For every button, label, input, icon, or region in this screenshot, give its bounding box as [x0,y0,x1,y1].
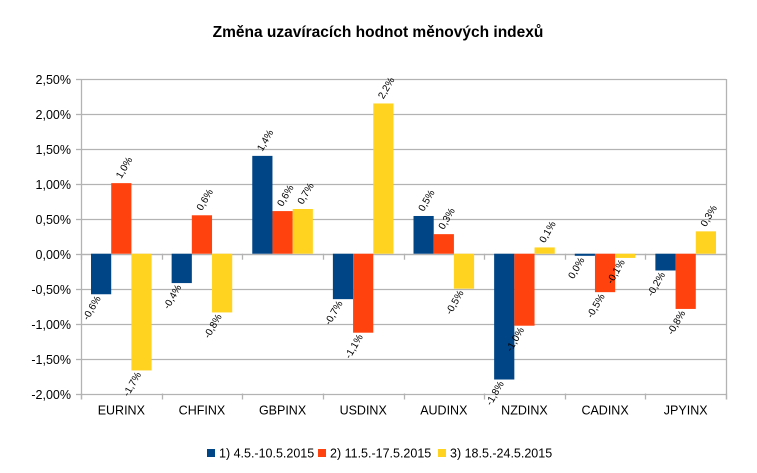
y-tick-label: 2,00% [36,108,71,122]
bar-eurinx-series-2 [111,183,132,254]
y-tick-label: 1,00% [36,178,71,192]
data-label: -0,5% [444,289,467,317]
bar-usdinx-series-3 [373,103,394,254]
bar-audinx-series-1 [413,215,434,254]
x-tick-label: USDINX [340,404,388,418]
y-tick-label: -2,00% [31,388,71,402]
x-tick-label: JPYINX [664,404,708,418]
bar-usdinx-series-2 [353,253,374,333]
chart-title: Změna uzavíracích hodnot měnových indexů [213,24,544,41]
bar-eurinx-series-1 [91,253,112,295]
data-label: -0,2% [645,270,668,298]
legend-swatch [318,449,326,457]
data-label: -0,4% [162,283,185,311]
data-label: 0,6% [195,187,216,212]
data-label: 0,1% [538,220,559,245]
bar-cadinx-series-2 [594,253,616,293]
legend-label: 2) 11.5.-17.5.2015 [330,447,431,461]
bar-gbpinx-series-2 [272,211,293,254]
data-label: 0,6% [276,183,297,208]
data-label: 0,0% [567,256,588,281]
legend: 1) 4.5.-10.5.2015 2) 11.5.-17.5.2015 3) 18… [207,447,552,461]
data-label: -0,8% [666,309,689,337]
y-tick-label: 2,50% [36,73,71,87]
data-label: -0,5% [585,292,608,320]
y-tick-label: -1,00% [31,318,71,332]
bar-jpyinx-series-2 [675,253,696,309]
x-tick-label: CADINX [581,404,629,418]
x-tick-label: NZDINX [501,404,548,418]
legend-swatch [438,449,446,457]
bar-usdinx-series-1 [332,253,354,300]
bar-cadinx-series-1 [574,253,595,256]
bar-audinx-series-2 [433,234,454,254]
bar-audinx-series-3 [453,253,475,289]
data-label: -0,7% [323,299,346,327]
legend-label: 3) 18.5.-24.5.2015 [450,447,552,461]
bar-nzdinx-series-1 [494,253,515,380]
bar-gbpinx-series-1 [252,155,273,254]
x-tick-label: CHFINX [179,404,226,418]
bars [91,103,716,380]
bar-chfinx-series-2 [191,215,213,254]
bar-cadinx-series-3 [615,253,636,258]
data-label: -1,1% [343,333,366,361]
bar-chfinx-series-3 [212,253,233,313]
y-tick-label: -0,50% [31,283,71,297]
data-label: 0,3% [699,204,720,229]
legend-label: 1) 4.5.-10.5.2015 [219,447,314,461]
bar-nzdinx-series-3 [534,247,555,254]
y-tick-label: -1,50% [31,353,71,367]
bar-gbpinx-series-3 [292,208,313,254]
y-tick-label: 0,00% [36,248,71,262]
bar-jpyinx-series-1 [655,253,676,271]
bar-jpyinx-series-3 [695,231,716,254]
data-label: -0,8% [202,312,225,340]
y-tick-label: 0,50% [36,213,71,227]
legend-swatch [207,449,215,457]
x-tick-label: AUDINX [420,404,468,418]
bar-chfinx-series-1 [171,253,192,284]
bar-nzdinx-series-2 [514,253,535,326]
data-labels: -0,6% -0,4%1,4%-0,7%0,5%-1,8%0,0%-0,2%1,0… [81,76,720,408]
gridlines [81,78,726,396]
x-tick-label: GBPINX [259,404,307,418]
y-axis: 2,50% 2,00% 1,50% 1,00% 0,50% 0,00% -0,50% -1,0… [31,73,728,402]
x-tick-label: EURINX [98,404,146,418]
data-label: -0,6% [81,294,104,322]
data-label: 0,5% [417,188,438,213]
data-label: 1,0% [114,155,135,180]
bar-eurinx-series-3 [131,253,152,371]
y-tick-label: 1,50% [36,143,71,157]
